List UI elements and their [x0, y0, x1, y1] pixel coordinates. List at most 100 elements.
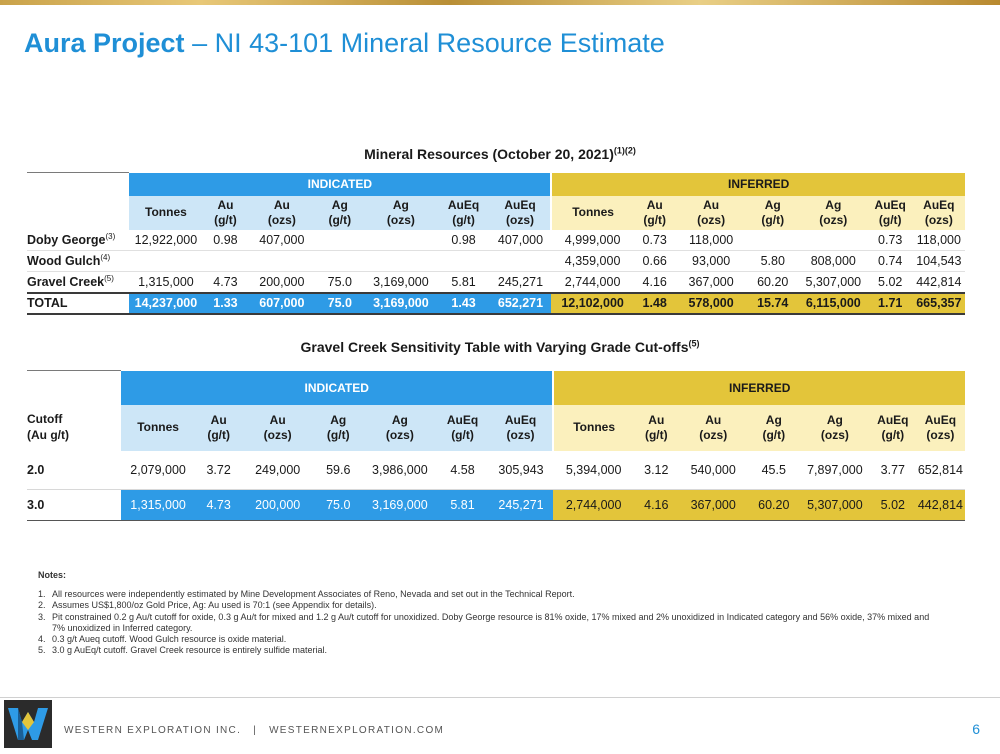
notes-section: Notes: 1. All resources were independentl…	[38, 570, 938, 657]
col-header-line1: AuEq	[447, 197, 480, 212]
table-cell: 59.6	[313, 450, 364, 490]
total-cell: 6,115,000	[798, 291, 868, 315]
note-text: Assumes US$1,800/oz Gold Price, Ag: Au u…	[52, 600, 377, 611]
table2-col-header-ind-4: Ag (ozs)	[363, 404, 437, 451]
table2-col-header-ind-2: Au (ozs)	[242, 404, 314, 451]
table2-col-header-inf-4: Ag (ozs)	[799, 404, 870, 451]
col-header-line1: Au	[210, 412, 227, 427]
table1-col-header-ind-2: Au (ozs)	[248, 195, 316, 230]
note-item: 2. Assumes US$1,800/oz Gold Price, Ag: Au…	[38, 600, 938, 611]
col-header-line1: Au	[648, 412, 665, 427]
note-text: Pit constrained 0.2 g Au/t cutoff for ox…	[52, 611, 930, 633]
table-cell: 45.5	[747, 450, 800, 490]
title-subtitle: – NI 43-101 Mineral Resource Estimate	[184, 28, 665, 58]
col-header-line2: (g/t)	[881, 427, 905, 442]
table-cell: 407,000	[248, 229, 316, 251]
col-header-line2: (g/t)	[878, 212, 902, 227]
table2-col-header-inf-0: Tonnes	[552, 404, 634, 451]
table2-col-header-ind-6: AuEq (ozs)	[488, 404, 554, 451]
col-header-line2: (g/t)	[643, 212, 667, 227]
col-header-line1: AuEq	[504, 197, 536, 212]
table-cell: 5.02	[869, 489, 916, 521]
table-cell: 5,394,000	[553, 450, 634, 490]
col-header-line2: (ozs)	[506, 212, 534, 227]
total-cell: 1.33	[202, 291, 249, 315]
company-logo-icon	[4, 700, 52, 748]
table1-title-sup: (1)(2)	[613, 145, 636, 156]
table1-col-header-ind-3: Ag (g/t)	[315, 195, 365, 230]
table-cell: 2,744,000	[551, 271, 634, 293]
col-header-line1: Au	[273, 197, 290, 212]
col-header-line1: Tonnes	[572, 205, 614, 219]
cutoff-value: 2.0	[27, 450, 121, 490]
table-cell: 3,169,000	[364, 271, 438, 293]
page-title: Aura Project – NI 43-101 Mineral Resourc…	[24, 28, 665, 59]
col-header-line1: Tonnes	[573, 420, 616, 434]
col-header-line2: (g/t)	[328, 212, 352, 227]
row-label-text: Gravel Creek	[27, 274, 105, 289]
table-cell: 652,814	[915, 450, 965, 490]
table-cell: 4,999,000	[551, 229, 634, 251]
col-header-line1: Ag	[826, 412, 843, 427]
col-header-line2: (g/t)	[452, 212, 475, 227]
col-header-line1: AuEq	[877, 412, 909, 427]
mineral-resources-table: INDICATED INFERRED Tonnes Au (g/t) Au (ozs) A…	[27, 172, 965, 315]
cutoff-header-line1: Cutoff	[27, 411, 63, 426]
table2-col-header-ind-0: Tonnes	[121, 404, 196, 451]
cutoff-header: Cutoff (Au g/t)	[27, 404, 121, 451]
total-cell: 1.48	[633, 291, 676, 315]
footer-divider	[0, 697, 1000, 698]
table-cell: 0.73	[633, 229, 676, 251]
note-number: 5.	[38, 645, 46, 656]
table-cell: 1,315,000	[121, 489, 196, 521]
table-cell: 0.98	[437, 229, 490, 251]
col-header-line2: (g/t)	[451, 427, 474, 442]
col-header-line1: Au	[646, 197, 663, 212]
table-cell	[489, 250, 552, 272]
table-row: Gravel Creek(5) 1,315,000 4.73 200,000 75.0 3…	[27, 271, 965, 293]
col-header-line1: Ag	[330, 412, 347, 427]
table-cell: 93,000	[675, 250, 747, 272]
table1-col-header-ind-1: Au (g/t)	[202, 195, 249, 230]
total-cell: 15.74	[746, 291, 799, 315]
table2-group-indicated: INDICATED	[121, 370, 555, 405]
table1-header-row: Tonnes Au (g/t) Au (ozs) Ag (g/t) Ag (ozs) AuEq (g…	[27, 195, 965, 230]
col-header-line2: (g/t)	[761, 212, 785, 227]
table-cell	[437, 250, 490, 272]
total-cell: 652,271	[489, 291, 552, 315]
col-header-line2: (ozs)	[697, 212, 726, 227]
col-header-line1: Au	[217, 197, 234, 212]
table-cell: 245,271	[489, 271, 552, 293]
row-label: Wood Gulch(4)	[27, 250, 130, 272]
row-label: Gravel Creek(5)	[27, 271, 130, 293]
table-cell	[364, 229, 438, 251]
total-cell: 665,357	[912, 291, 965, 315]
table-cell: 4.58	[436, 450, 489, 490]
total-cell: 14,237,000	[129, 291, 203, 315]
table-cell: 0.98	[202, 229, 249, 251]
table-cell	[315, 229, 365, 251]
note-item: 5. 3.0 g AuEq/t cutoff. Gravel Creek reso…	[38, 645, 938, 656]
col-header-line1: AuEq	[446, 412, 479, 427]
table2-group-row: INDICATED INFERRED	[27, 370, 965, 405]
table1-col-header-inf-3: Ag (g/t)	[746, 195, 799, 230]
table2-col-header-ind-3: Ag (g/t)	[313, 404, 364, 451]
table-cell: 0.74	[867, 250, 913, 272]
col-header-line1: Au	[703, 197, 720, 212]
table-cell: 3,169,000	[363, 489, 437, 521]
table1-group-row: INDICATED INFERRED	[27, 172, 965, 196]
col-header-line2: (g/t)	[326, 427, 350, 442]
col-header-line1: Ag	[391, 412, 408, 427]
table1-col-header-inf-5: AuEq (g/t)	[867, 195, 913, 230]
note-number: 1.	[38, 589, 46, 599]
col-header-line2: (ozs)	[267, 212, 296, 227]
total-cell: 1.43	[437, 291, 490, 315]
table-row: Doby George(3) 12,922,000 0.98 407,000 0.98 4…	[27, 229, 965, 251]
note-number: 3.	[38, 611, 46, 622]
table2-col-header-inf-6: AuEq (ozs)	[915, 404, 965, 451]
col-header-line2: (ozs)	[263, 427, 292, 442]
note-text: 0.3 g/t Aueq cutoff. Wood Gulch resource…	[52, 634, 287, 645]
table-cell: 442,814	[912, 271, 965, 293]
total-label: TOTAL	[27, 291, 130, 315]
table1-col-header-ind-5: AuEq (g/t)	[437, 195, 490, 230]
